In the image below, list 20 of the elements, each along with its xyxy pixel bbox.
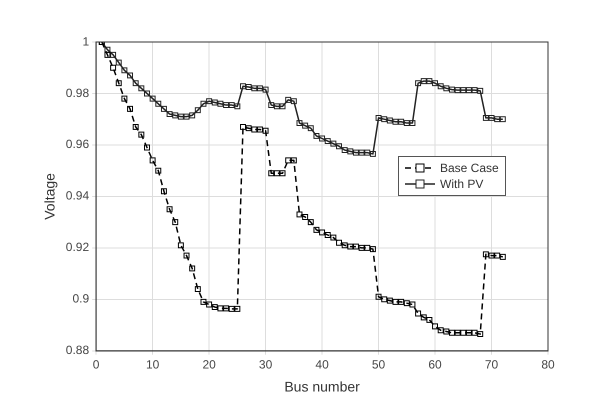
y-tick-label: 0.98 bbox=[66, 86, 90, 100]
y-tick-label: 1 bbox=[82, 34, 90, 48]
y-tick-label: 0.94 bbox=[66, 188, 90, 203]
x-tick-label: 70 bbox=[484, 357, 499, 372]
y-tick-label: 0.96 bbox=[66, 137, 90, 152]
legend-label: With PV bbox=[440, 176, 484, 192]
x-tick-label: 10 bbox=[146, 357, 160, 372]
x-axis-title: Bus number bbox=[284, 378, 360, 394]
x-tick-label: 30 bbox=[258, 357, 273, 372]
legend-label: Base Case bbox=[440, 160, 499, 176]
y-tick-label: 0.92 bbox=[66, 240, 90, 254]
y-tick-label: 0.9 bbox=[72, 292, 90, 306]
y-tick-label: 0.88 bbox=[66, 343, 90, 358]
x-tick-label: 80 bbox=[541, 357, 555, 372]
x-tick-label: 0 bbox=[92, 357, 100, 372]
x-tick-label: 60 bbox=[428, 357, 442, 372]
x-tick-label: 20 bbox=[202, 357, 216, 372]
y-axis-title: Voltage bbox=[41, 172, 58, 220]
x-tick-label: 40 bbox=[315, 357, 330, 372]
x-tick-label: 50 bbox=[372, 357, 386, 372]
